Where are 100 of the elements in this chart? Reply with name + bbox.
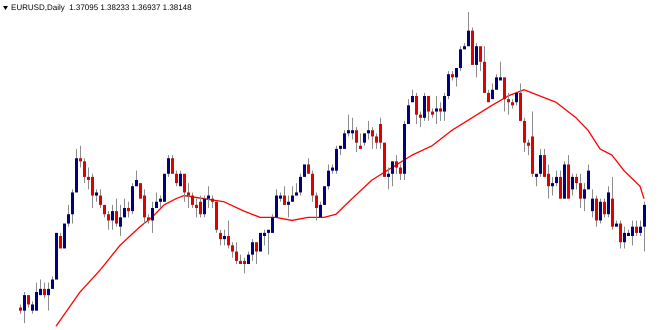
- candlestick: [431, 108, 434, 118]
- candlestick: [151, 201, 154, 234]
- candlestick: [551, 176, 554, 196]
- candlestick: [435, 96, 438, 125]
- candlestick: [399, 164, 402, 181]
- candlestick: [599, 198, 602, 224]
- candlestick: [491, 83, 494, 100]
- candlestick: [363, 132, 366, 146]
- candlestick: [199, 195, 202, 218]
- candlestick: [235, 242, 238, 265]
- candlestick: [619, 220, 622, 249]
- candlestick: [479, 46, 482, 72]
- candlestick: [299, 173, 302, 196]
- candlestick: [523, 117, 526, 153]
- candlestick: [323, 186, 326, 206]
- candlestick: [631, 220, 634, 246]
- candlestick: [211, 195, 214, 209]
- candlestick: [427, 96, 430, 122]
- candlestick: [307, 158, 310, 174]
- candlestick: [251, 238, 254, 262]
- candlestick: [591, 188, 594, 218]
- candlestick: [171, 154, 174, 174]
- candlestick: [643, 201, 646, 252]
- candlestick: [455, 68, 458, 88]
- candlestick: [147, 214, 150, 224]
- candlestick: [183, 173, 186, 202]
- candlestick: [27, 294, 30, 308]
- candlestick: [639, 220, 642, 237]
- candlestick: [243, 257, 246, 274]
- candlestick: [583, 182, 586, 212]
- candlestick: [271, 214, 274, 234]
- candlestick: [635, 220, 638, 237]
- candlestick: [107, 210, 110, 230]
- candlestick: [379, 117, 382, 150]
- candlestick: [19, 304, 22, 314]
- candlestick: [487, 89, 490, 103]
- candlestick: [291, 186, 294, 202]
- candlestick: [83, 158, 86, 184]
- candlestick: [423, 92, 426, 122]
- candlestick: [187, 182, 190, 209]
- candlestick: [407, 98, 410, 125]
- candlestick: [515, 92, 518, 106]
- candlestick: [167, 154, 170, 178]
- candlestick: [23, 292, 26, 324]
- candlestick: [607, 186, 610, 218]
- candlestick: [391, 160, 394, 187]
- candlestick: [227, 220, 230, 249]
- candlestick: [283, 186, 286, 206]
- candlestick: [559, 170, 562, 200]
- chart-title: EURUSD,Daily 1.37095 1.38233 1.36937 1.38148: [11, 3, 192, 12]
- candlestick: [195, 198, 198, 218]
- candlestick: [247, 251, 250, 265]
- candlestick: [207, 186, 210, 209]
- candlestick: [295, 182, 298, 196]
- candlestick: [315, 192, 318, 221]
- candlestick: [115, 198, 118, 228]
- candlestick: [347, 114, 350, 137]
- candlestick: [327, 164, 330, 190]
- candlestick: [111, 204, 114, 230]
- candlestick: [571, 173, 574, 196]
- candlestick: [371, 126, 374, 150]
- candlestick: [255, 242, 258, 265]
- candlestick: [451, 70, 454, 81]
- candlestick: [387, 167, 390, 190]
- candlestick: [367, 120, 370, 140]
- candlestick: [103, 204, 106, 218]
- candlestick: [355, 126, 358, 153]
- candlestick: [95, 188, 98, 202]
- candlestick: [511, 98, 514, 109]
- candlestick: [467, 12, 470, 47]
- candlestick: [443, 92, 446, 122]
- candlestick: [123, 198, 126, 218]
- candlestick: [395, 154, 398, 174]
- candlestick: [47, 282, 50, 312]
- candlestick: [475, 42, 478, 78]
- candlestick: [335, 145, 338, 174]
- candlestick: [603, 198, 606, 218]
- candlestick: [419, 111, 422, 128]
- candlestick: [219, 229, 222, 246]
- candlestick: [535, 173, 538, 187]
- candlestick: [539, 148, 542, 178]
- candlestick: [447, 70, 450, 100]
- candlestick: [503, 76, 506, 112]
- candlestick: [575, 173, 578, 190]
- candlestick: [43, 282, 46, 299]
- candlestick: [99, 188, 102, 209]
- candlestick: [79, 145, 82, 168]
- candlestick: [595, 195, 598, 228]
- candlestick: [555, 170, 558, 187]
- candlestick: [495, 74, 498, 90]
- candlestick: [343, 130, 346, 150]
- candlestick: [303, 164, 306, 178]
- candlestick: [203, 195, 206, 218]
- candlestick: [51, 276, 54, 290]
- candlestick: [155, 192, 158, 209]
- candlestick: [507, 92, 510, 116]
- candlestick: [439, 102, 442, 122]
- candlestick: [67, 204, 70, 228]
- candlestick: [179, 170, 182, 187]
- candlestick: [415, 92, 418, 125]
